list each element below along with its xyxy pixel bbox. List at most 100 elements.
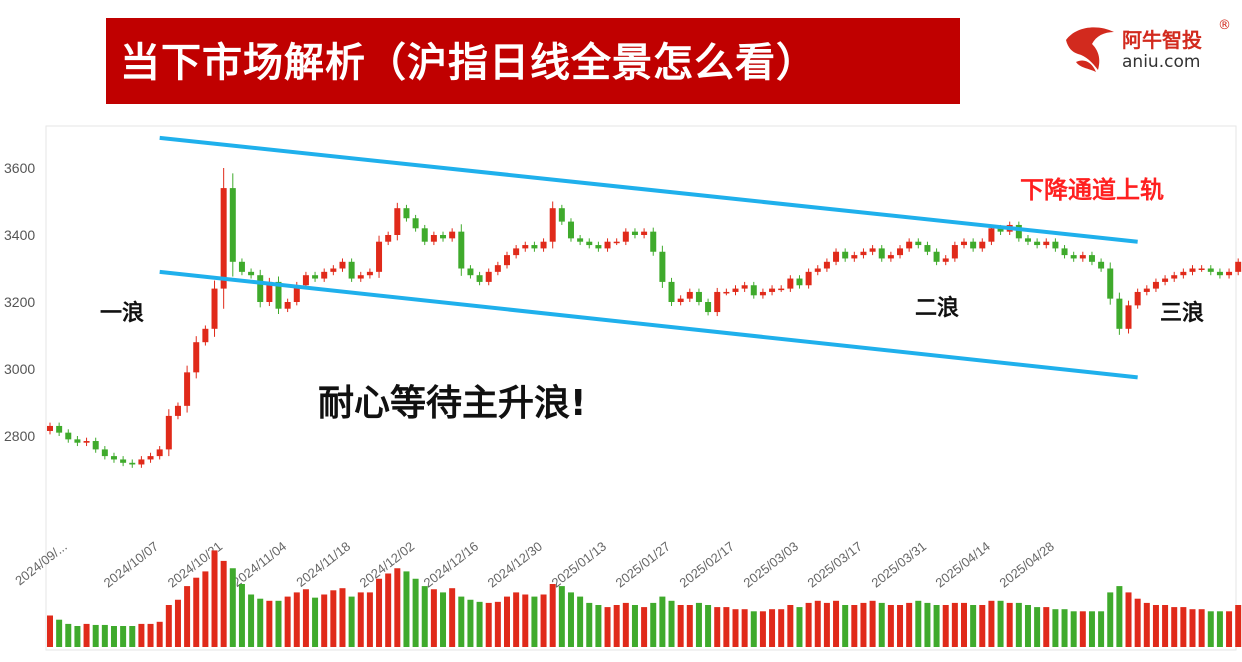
candle (366, 271, 373, 276)
volume-bar (229, 568, 236, 647)
candle (1207, 268, 1214, 272)
y-tick-label: 3200 (4, 294, 35, 310)
candle (833, 251, 840, 262)
volume-bar (1061, 609, 1068, 647)
candle (970, 241, 977, 249)
volume-bar (74, 626, 81, 647)
candle (504, 255, 510, 266)
candle (814, 268, 821, 272)
candle (677, 298, 684, 302)
y-tick-label: 3600 (4, 160, 35, 176)
candle (522, 245, 529, 249)
candle (1043, 241, 1050, 246)
volume-bar (631, 605, 638, 647)
x-tick-label: 2025/04/14 (932, 539, 993, 591)
volume-bar (951, 602, 958, 647)
volume-bar (202, 571, 209, 647)
x-tick-label: 2025/01/27 (613, 539, 674, 591)
candle (421, 228, 428, 242)
candle (56, 425, 63, 433)
candle (330, 268, 337, 272)
volume-bar (924, 602, 931, 647)
candle (1088, 255, 1095, 262)
candle (266, 281, 273, 302)
candle (220, 188, 227, 289)
volume-bar (110, 626, 117, 647)
candle (668, 281, 675, 302)
candle (1235, 261, 1242, 272)
volume-bar (1024, 605, 1031, 647)
candle (887, 255, 894, 259)
candle (997, 228, 1004, 232)
candle (659, 251, 666, 282)
volume-bar (1207, 611, 1214, 647)
volume-bar (430, 589, 437, 647)
volume-bar (933, 605, 940, 647)
candle (211, 288, 218, 329)
volume-bar (147, 623, 154, 647)
x-axis: 2024/09/... 2024/10/07 2024/10/21 2024/11/0… (12, 539, 1057, 591)
volume-bar (549, 584, 556, 647)
candle (540, 241, 547, 249)
candle (723, 291, 730, 294)
candle (695, 291, 702, 302)
candle (823, 261, 830, 269)
volume-bar (1226, 611, 1233, 647)
candle (613, 241, 620, 244)
candle (312, 275, 319, 279)
candle (1189, 268, 1196, 272)
volume-bar (586, 602, 593, 647)
candle (842, 251, 849, 259)
volume-bar (1143, 602, 1150, 647)
candle (1216, 271, 1223, 276)
candle (120, 459, 127, 463)
volume-bar (961, 602, 967, 647)
candle (65, 432, 72, 440)
volume-bar (604, 607, 611, 647)
volume-bar (348, 596, 355, 647)
volume-bar (814, 600, 821, 647)
volume-bar (531, 596, 538, 647)
candle (567, 221, 574, 239)
x-tick-label: 2025/03/17 (805, 539, 866, 591)
volume-bar (302, 589, 309, 647)
candle (878, 248, 885, 259)
candle (915, 241, 922, 246)
volume-bar (513, 592, 520, 647)
volume-bar (823, 602, 830, 647)
candle (440, 235, 447, 239)
candle (275, 281, 282, 309)
bull-logo-icon (1066, 27, 1114, 72)
x-tick-label: 2025/01/13 (549, 539, 610, 591)
candle (83, 441, 90, 443)
volume-bar (165, 605, 172, 647)
x-tick-label: 2025/03/31 (868, 539, 929, 591)
volume-bar (156, 621, 163, 647)
candle (705, 302, 712, 313)
volume-bar (1107, 592, 1114, 647)
candle (92, 441, 99, 450)
volume-bar (942, 605, 949, 647)
candle (129, 462, 136, 465)
volume-bar (787, 605, 794, 647)
x-tick-label: 2025/03/03 (741, 539, 802, 591)
headline-text: 耐心等待主升浪! (318, 383, 586, 424)
candle (485, 271, 492, 282)
candle (924, 245, 931, 252)
candle (412, 218, 419, 229)
volume-bar (92, 624, 99, 647)
candle (942, 258, 949, 262)
volume-bar (887, 605, 894, 647)
volume-bar (659, 596, 666, 647)
candle (1143, 288, 1150, 292)
volume-bar (238, 584, 245, 647)
volume-bar (732, 609, 739, 647)
volume-bar (997, 600, 1004, 647)
volume-bar (851, 605, 858, 647)
volume-bar (778, 609, 785, 647)
volume-bar (613, 605, 620, 647)
candle (293, 285, 300, 302)
candle (476, 275, 483, 282)
candle (906, 241, 913, 249)
volume-bar (1125, 592, 1132, 647)
